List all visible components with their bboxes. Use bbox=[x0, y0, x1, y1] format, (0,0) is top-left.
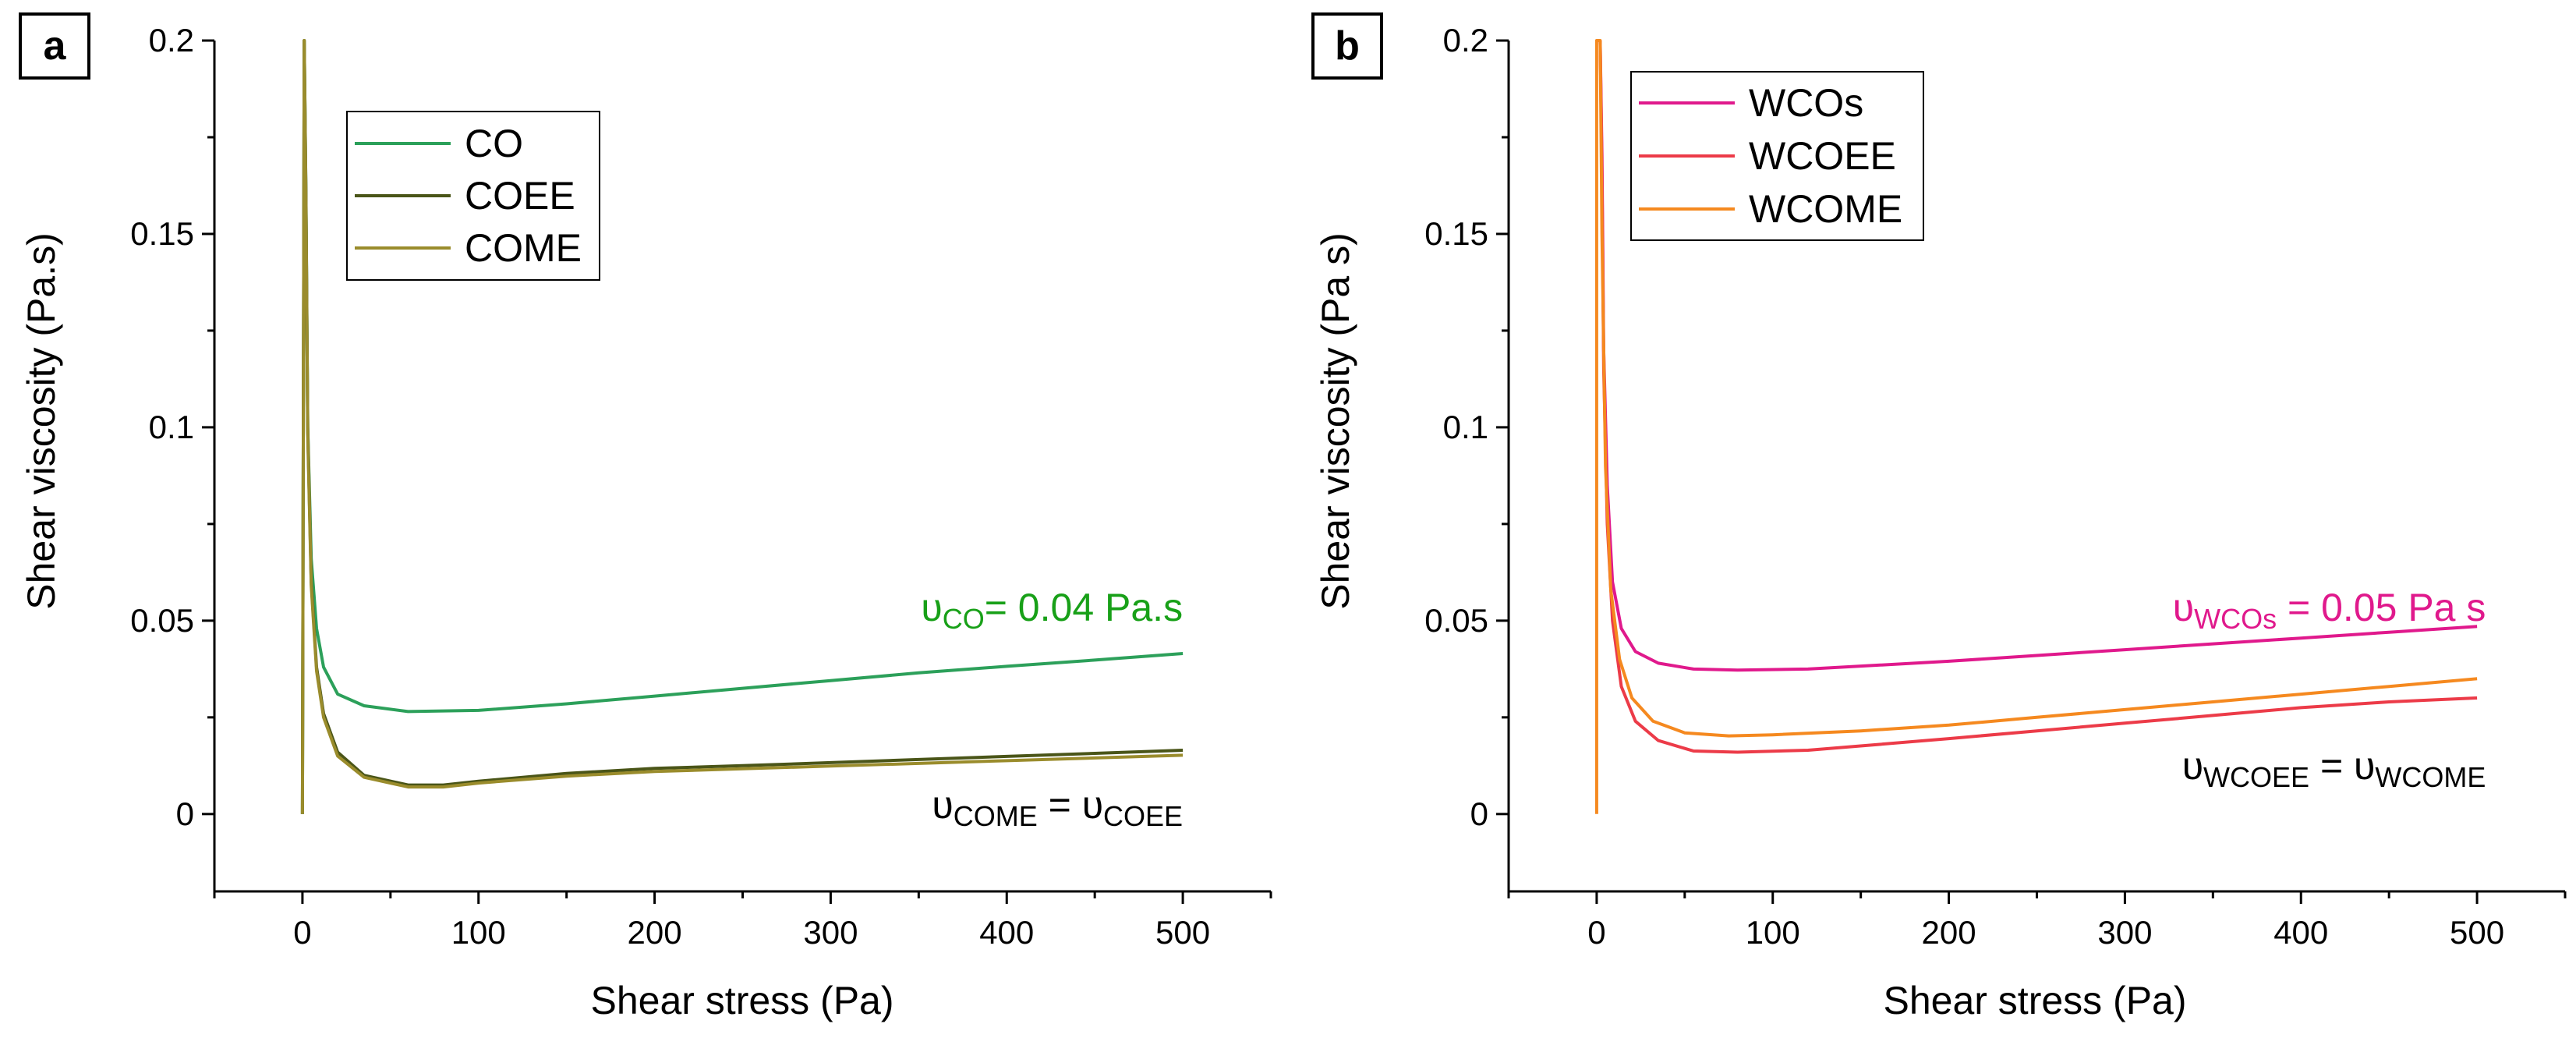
panel-a-letter: a bbox=[44, 23, 67, 69]
panel-b: 0 100 200 300 400 500 0 0.05 0.1 0.15 0.2 υWCOs = 0… bbox=[1311, 12, 2567, 1022]
series-line-come bbox=[300, 39, 1184, 814]
panel-a-x-axis-title: Shear stress (Pa) bbox=[590, 979, 893, 1022]
panel-a-y-tick-label: 0.1 bbox=[149, 409, 194, 445]
legend-label-wcome: WCOME bbox=[1749, 187, 1902, 231]
panel-b-letter-box bbox=[1311, 12, 1383, 80]
panel-b-y-tick-label: 0.2 bbox=[1443, 22, 1488, 58]
legend-label-co: CO bbox=[465, 122, 523, 165]
legend-label-coee: COEE bbox=[465, 174, 575, 218]
panel-a-y-tick-label: 0 bbox=[176, 795, 194, 832]
panel-a-y-axis-title: Shear viscosity (Pa.s) bbox=[19, 232, 63, 609]
panel-a-letter-box bbox=[19, 12, 90, 80]
panel-b-x-tick-label: 500 bbox=[2450, 914, 2504, 951]
panel-a-x-tick-label: 500 bbox=[1155, 914, 1210, 951]
panel-a-legend: CO COEE COME bbox=[346, 111, 600, 281]
panel-b-annotation-1: υWCOs = 0.05 Pa s bbox=[2173, 586, 2486, 635]
panel-b-x-tick-label: 100 bbox=[1746, 914, 1800, 951]
panel-b-y-tick-label: 0.1 bbox=[1443, 409, 1488, 445]
panel-a-annotation-2: υCOME = υCOEE bbox=[932, 783, 1183, 832]
panel-a-y-tick-label: 0.2 bbox=[149, 22, 194, 58]
panel-b-plot-area: 0 100 200 300 400 500 0 0.05 0.1 0.15 0.2 υWCOs = 0… bbox=[1424, 22, 2567, 951]
panel-b-x-axis-title: Shear stress (Pa) bbox=[1883, 979, 2186, 1022]
panel-a-y-tick-label: 0.05 bbox=[130, 602, 194, 639]
panel-b-letter: b bbox=[1335, 23, 1360, 69]
legend-label-wcos: WCOs bbox=[1749, 81, 1863, 125]
panel-b-x-tick-label: 200 bbox=[1922, 914, 1976, 951]
panel-b-y-tick-label: 0.15 bbox=[1424, 215, 1488, 252]
panel-a-x-tick-label: 0 bbox=[293, 914, 311, 951]
panel-a-x-tick-label: 300 bbox=[803, 914, 858, 951]
panel-a-annotation-1: υCO= 0.04 Pa.s bbox=[921, 586, 1183, 635]
panel-b-y-axis-title: Shear viscosity (Pa s) bbox=[1314, 232, 1357, 609]
panel-b-y-tick-label: 0 bbox=[1470, 795, 1488, 832]
panel-a-x-tick-label: 200 bbox=[628, 914, 682, 951]
series-line-wcome bbox=[1594, 39, 2478, 814]
legend-label-come: COME bbox=[465, 226, 582, 270]
panel-b-y-tick-label: 0.05 bbox=[1424, 602, 1488, 639]
legend-label-wcoee: WCOEE bbox=[1749, 134, 1896, 178]
panel-b-annotation-2: υWCOEE = υWCOME bbox=[2182, 744, 2486, 793]
panel-b-x-tick-label: 300 bbox=[2097, 914, 2152, 951]
panel-b-x-tick-label: 0 bbox=[1587, 914, 1605, 951]
panel-b-x-tick-label: 400 bbox=[2273, 914, 2328, 951]
panel-b-legend: WCOs WCOEE WCOME bbox=[1630, 71, 1924, 241]
panel-a-y-tick-label: 0.15 bbox=[130, 215, 194, 252]
panel-a-x-tick-label: 400 bbox=[979, 914, 1034, 951]
panel-a-plot-area: 0 100 200 300 400 500 0 0.05 0.1 0.15 0.2 υCO= 0.04… bbox=[130, 22, 1272, 951]
panel-a: 0 100 200 300 400 500 0 0.05 0.1 0.15 0.2 υCO= 0.04… bbox=[19, 12, 1272, 1022]
panel-a-x-tick-label: 100 bbox=[451, 914, 506, 951]
